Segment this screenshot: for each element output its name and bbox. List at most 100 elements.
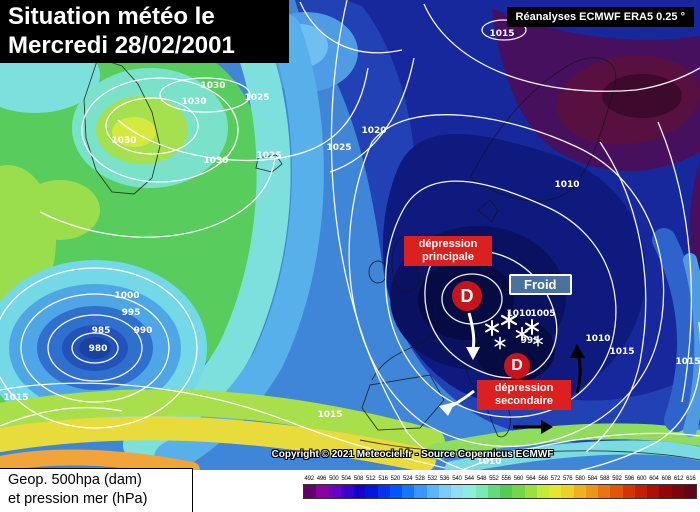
legend-cell <box>463 485 476 498</box>
color-scale-legend: 492 496 500 504 508 512 516 520 524 528 532 536 540 5… <box>303 475 697 499</box>
pressure-label: 990 <box>134 326 153 336</box>
legend-value: 524 <box>402 476 413 482</box>
legend-value: 556 <box>501 476 511 482</box>
legend-cell <box>634 485 647 498</box>
legend-cell <box>683 485 696 498</box>
legend-value: 548 <box>476 476 487 482</box>
primary-low-line1: dépression <box>418 238 478 250</box>
pressure-label: 1030 <box>111 136 136 146</box>
pressure-label: 1005 <box>530 309 555 319</box>
legend-value: 532 <box>427 476 438 482</box>
legend-cell <box>487 485 500 498</box>
footer-line2: et pression mer (hPa) <box>8 491 148 507</box>
legend-value: 616 <box>686 476 696 482</box>
legend-value: 600 <box>636 476 647 482</box>
legend-value: 536 <box>439 476 450 482</box>
legend-cell <box>377 485 390 498</box>
map-parameters-label: Geop. 500hpa (dam) et pression mer (hPa) <box>0 468 193 512</box>
secondary-low-line1: dépression <box>494 382 554 394</box>
snowflake-icon <box>500 310 518 330</box>
flow-arrows <box>439 312 585 434</box>
legend-cell <box>610 485 623 498</box>
legend-cell <box>389 485 402 498</box>
pressure-label: 980 <box>89 344 108 354</box>
legend-cell <box>536 485 549 498</box>
legend-cell <box>585 485 598 498</box>
legend-cell <box>438 485 451 498</box>
legend-cell <box>659 485 672 498</box>
legend-value: 552 <box>489 476 499 482</box>
legend-value: 516 <box>378 476 388 482</box>
pressure-label: 1030 <box>200 81 225 91</box>
arrow-up-icon <box>570 344 585 394</box>
legend-cell <box>598 485 611 498</box>
reanalysis-source-label: Réanalyses ECMWF ERA5 0.25 ° <box>506 7 694 27</box>
legend-cell <box>328 485 341 498</box>
copyright-text: Copyright © 2021 Meteociel.fr - Source C… <box>271 449 554 460</box>
legend-value: 508 <box>353 476 364 482</box>
legend-cell <box>524 485 537 498</box>
legend-value: 604 <box>649 476 659 482</box>
low-center-marker-secondary: D <box>504 353 530 379</box>
legend-value: 588 <box>599 476 610 482</box>
title-line1: Situation météo le <box>8 3 215 30</box>
pressure-label: 1015 <box>675 357 700 367</box>
pressure-label: 1030 <box>203 156 228 166</box>
pressure-label: 1015 <box>317 410 342 420</box>
weather-map: 1015 1030 1025 1030 1020 1025 1030 1030 1025 1010… <box>0 0 700 470</box>
pressure-label: 1015 <box>3 393 28 403</box>
legend-value: 580 <box>575 476 585 482</box>
primary-low-line2: principale <box>422 251 474 263</box>
pressure-label: 1020 <box>361 126 386 136</box>
legend-colorbar <box>303 484 697 499</box>
snowflake-icon <box>533 335 543 347</box>
pressure-label: 995 <box>521 336 540 346</box>
arrow-southwest-icon <box>439 389 475 416</box>
pressure-label: 1010 <box>585 334 610 344</box>
legend-value: 512 <box>366 476 376 482</box>
snowflake-icon <box>485 320 499 336</box>
legend-value: 528 <box>415 476 425 482</box>
legend-value: 576 <box>563 476 573 482</box>
legend-value: 496 <box>316 476 327 482</box>
low-center-marker-primary: D <box>452 281 482 311</box>
legend-value: 540 <box>452 476 462 482</box>
legend-cell <box>304 485 317 498</box>
pressure-label: 985 <box>92 326 111 336</box>
title-line2: Mercredi 28/02/2001 <box>8 32 235 59</box>
legend-value: 612 <box>673 476 684 482</box>
legend-cell <box>451 485 464 498</box>
legend-cell <box>573 485 586 498</box>
legend-value: 608 <box>661 476 672 482</box>
legend-value: 592 <box>612 476 622 482</box>
pressure-label: 1010 <box>476 457 501 467</box>
title-box: Situation météo le Mercredi 28/02/2001 <box>0 0 289 63</box>
legend-value: 504 <box>341 476 351 482</box>
secondary-low-label: dépression secondaire <box>477 380 571 410</box>
pressure-label: 1015 <box>489 29 514 39</box>
snowflake-icon <box>525 319 539 335</box>
legend-value: 584 <box>587 476 598 482</box>
legend-cell <box>671 485 684 498</box>
legend-value: 544 <box>464 476 475 482</box>
pressure-label: 1030 <box>181 97 206 107</box>
pressure-label: 1010 <box>554 180 579 190</box>
legend-cell <box>426 485 439 498</box>
legend-cell <box>549 485 562 498</box>
pressure-label: 1025 <box>326 143 351 153</box>
pressure-label: 1015 <box>609 347 634 357</box>
isobar-contours <box>0 0 700 470</box>
pressure-label: 1025 <box>244 93 269 103</box>
legend-cell <box>561 485 574 498</box>
primary-low-label: dépression principale <box>404 236 492 266</box>
legend-value: 492 <box>304 476 314 482</box>
arrow-right-icon <box>513 420 553 434</box>
snowfall-symbols <box>485 310 543 350</box>
legend-cell <box>414 485 427 498</box>
legend-value: 500 <box>329 476 339 482</box>
arrow-down-icon <box>466 312 480 360</box>
footer-line1: Geop. 500hpa (dam) <box>8 472 142 488</box>
legend-value: 560 <box>513 476 524 482</box>
snowflake-icon <box>494 336 506 350</box>
legend-cell <box>500 485 513 498</box>
